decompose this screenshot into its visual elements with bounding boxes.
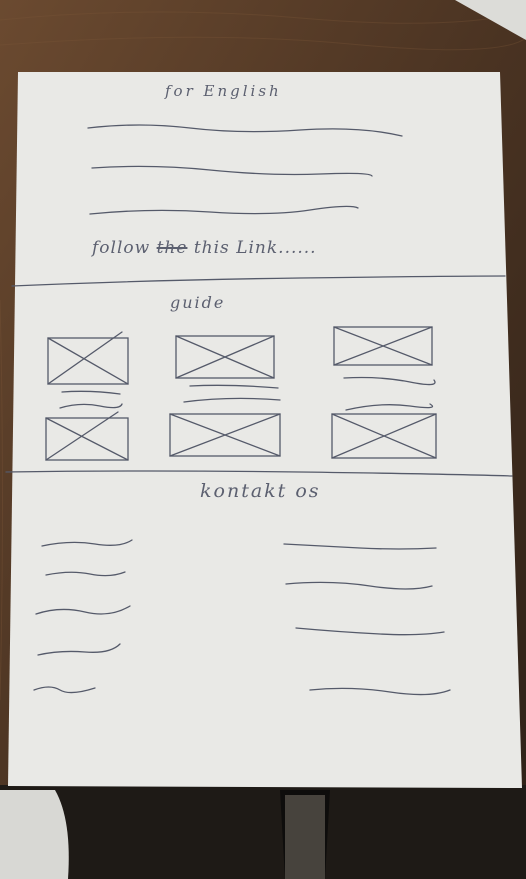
contact-line-left-1 — [41, 539, 133, 547]
contact-line-right-1 — [283, 543, 437, 550]
caption-line-1b — [59, 403, 123, 409]
paper-corner-top-right — [455, 0, 526, 40]
white-shoe — [0, 790, 69, 879]
caption-line-3b — [345, 403, 434, 411]
contact-line-right-3 — [295, 627, 445, 636]
text-placeholder-line-2 — [91, 165, 373, 177]
caption-line-2a — [189, 384, 279, 389]
header-text: for English — [165, 82, 282, 100]
contact-line-left-5 — [33, 686, 96, 694]
contact-line-left-3 — [35, 605, 131, 615]
caption-line-2b — [183, 397, 281, 403]
text-placeholder-line-3 — [89, 205, 359, 215]
image-placeholder-6 — [331, 413, 437, 459]
follow-link-text[interactable]: follow the this Link...... — [92, 238, 317, 258]
image-placeholder-5 — [169, 413, 281, 457]
guide-heading: guide — [170, 293, 226, 312]
caption-line-1a — [61, 390, 121, 395]
contact-heading: kontakt os — [200, 480, 321, 502]
image-placeholder-3 — [333, 326, 433, 366]
image-placeholder-2 — [175, 335, 275, 379]
contact-line-left-2 — [45, 571, 126, 577]
contact-line-left-4 — [37, 643, 121, 656]
follow-prefix: follow — [92, 238, 151, 258]
image-placeholder-4 — [45, 411, 129, 461]
follow-struck-word: the — [156, 238, 188, 258]
floor-area — [0, 785, 526, 879]
contact-line-right-4 — [309, 687, 451, 696]
section-divider-1 — [11, 275, 506, 287]
section-divider-2 — [5, 470, 513, 477]
image-placeholder-1 — [47, 331, 129, 385]
text-placeholder-line-1 — [87, 124, 403, 137]
paper-sheet — [8, 72, 522, 788]
floor-tile — [285, 795, 325, 879]
contact-line-right-2 — [285, 581, 433, 590]
follow-suffix: this Link...... — [193, 238, 317, 258]
caption-line-3a — [343, 376, 436, 386]
